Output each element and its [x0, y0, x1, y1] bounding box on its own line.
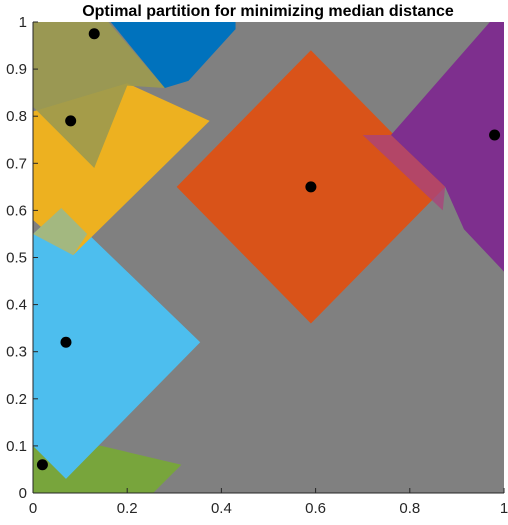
y-tick-label: 0.7: [6, 155, 27, 172]
x-tick-label: 0.8: [399, 500, 420, 517]
x-tick-label: 0.4: [211, 500, 232, 517]
data-point-6: [36, 459, 48, 471]
partition-region-5: [33, 208, 88, 256]
data-point-1: [88, 28, 100, 40]
partition-region-6: [110, 22, 236, 88]
x-tick-label: 1: [500, 500, 508, 517]
x-tick-label: 0.2: [117, 500, 138, 517]
partition-region-9: [362, 135, 446, 211]
x-tick-label: 0.6: [305, 500, 326, 517]
y-tick-label: 0.6: [6, 202, 27, 219]
data-point-2: [65, 115, 77, 127]
y-tick-label: 0.8: [6, 108, 27, 125]
y-tick-label: 0.9: [6, 61, 27, 78]
partition-region-2: [33, 208, 201, 479]
data-point-4: [489, 129, 501, 141]
y-tick-label: 0.3: [6, 344, 27, 361]
data-point-5: [60, 336, 72, 348]
axes: 0 0.2 0.4 0.6 0.8 1 0 0.1 0.2 0.3 0.4 0.5 0.6 0.7 0.8 0…: [6, 14, 508, 517]
y-tick-label: 0.4: [6, 297, 27, 314]
y-tick-label: 1: [19, 14, 27, 31]
y-tick-label: 0: [19, 485, 27, 502]
x-tick-label: 0: [29, 500, 37, 517]
chart-title: Optimal partition for minimizing median …: [82, 3, 454, 20]
y-tick-label: 0.1: [6, 438, 27, 455]
plot-area: [33, 22, 504, 493]
y-tick-label: 0.2: [6, 391, 27, 408]
partition-region-4: [33, 22, 165, 169]
data-point-3: [305, 181, 317, 193]
y-tick-label: 0.5: [6, 250, 27, 267]
partition-region-8: [390, 22, 504, 272]
